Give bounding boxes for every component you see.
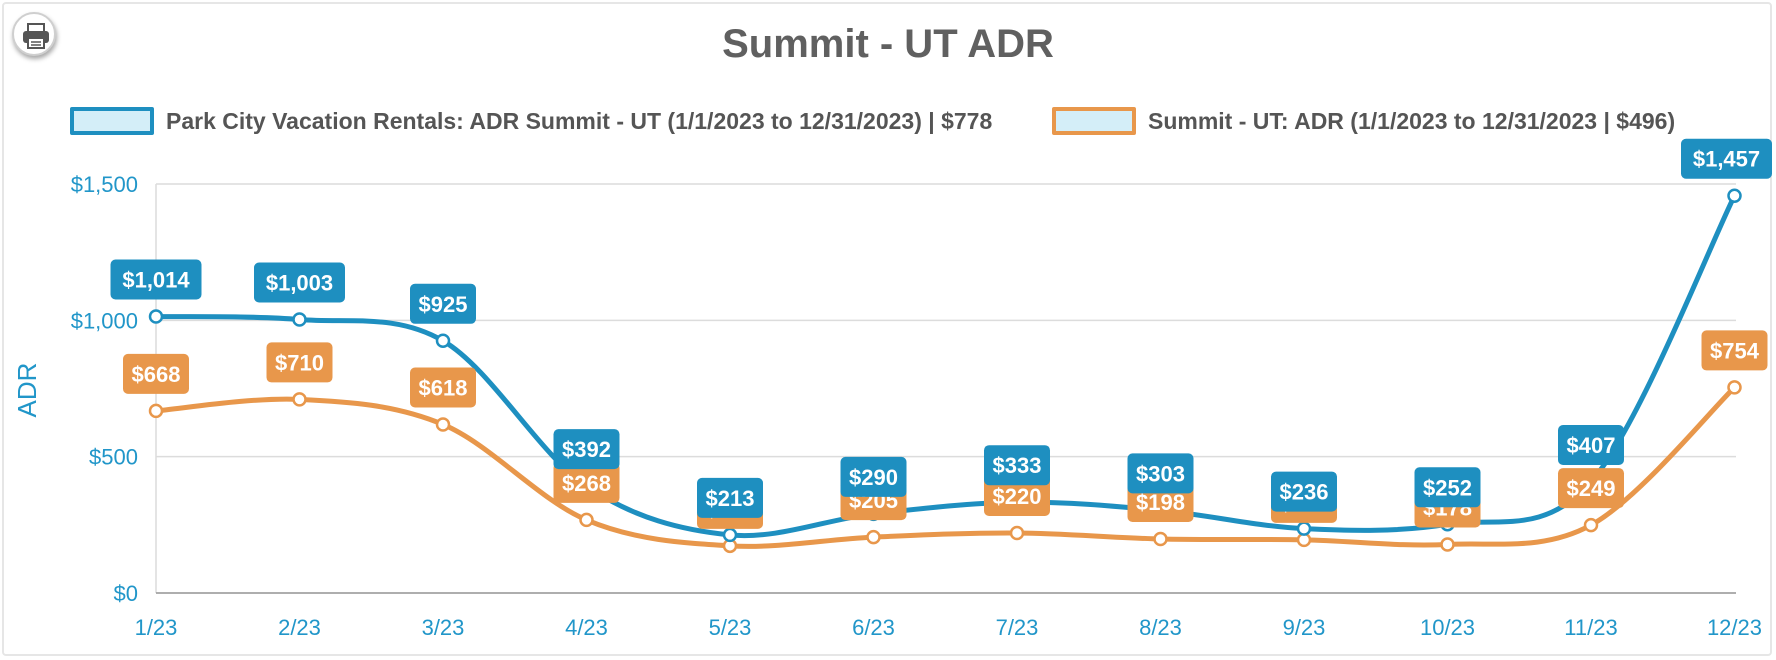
data-label-pcvr: $1,003 (266, 271, 333, 296)
data-label-box-pcvr (1681, 138, 1772, 179)
data-label-pcvr: $303 (1136, 461, 1185, 486)
data-point-pcvr[interactable] (435, 333, 451, 349)
x-tick-label: 8/23 (1139, 615, 1182, 640)
data-label-pcvr: $1,457 (1693, 147, 1760, 172)
legend-label-summit: Summit - UT: ADR (1/1/2023 to 12/31/2023… (1148, 108, 1676, 134)
data-label-box-pcvr (1127, 453, 1194, 494)
y-tick-label: $1,500 (71, 172, 138, 197)
data-label-pcvr: $392 (562, 437, 611, 462)
y-tick-label: $0 (114, 581, 138, 606)
data-label-pcvr: $925 (419, 292, 468, 317)
data-label-pcvr: $407 (1567, 433, 1616, 458)
data-point-summit[interactable] (1583, 517, 1599, 533)
data-point-summit[interactable] (1727, 380, 1742, 395)
data-point-summit[interactable] (579, 512, 594, 528)
data-label-summit: $668 (132, 362, 181, 387)
data-label-box-summit (984, 476, 1050, 517)
chart-title: Summit - UT ADR (722, 22, 1054, 66)
data-label-pcvr: $236 (1280, 480, 1329, 505)
x-tick-label: 7/23 (996, 615, 1039, 640)
data-label-box-summit (266, 342, 333, 383)
data-label-box-summit (1701, 330, 1768, 371)
data-label-pcvr: $252 (1423, 475, 1472, 500)
data-point-summit[interactable] (1009, 525, 1025, 541)
x-tick-label: 11/23 (1564, 615, 1617, 640)
y-axis-title: ADR (12, 363, 42, 418)
x-tick-label: 12/23 (1707, 615, 1762, 640)
data-label-summit: $198 (1136, 490, 1185, 515)
data-label-box-pcvr (553, 429, 620, 470)
data-point-pcvr[interactable] (1727, 188, 1742, 203)
data-label-summit: $249 (1567, 476, 1616, 501)
data-label-box-pcvr (1271, 471, 1337, 512)
data-point-pcvr[interactable] (292, 312, 307, 327)
data-label-summit: $618 (419, 375, 468, 400)
y-tick-label: $500 (89, 445, 138, 470)
data-label-pcvr: $213 (706, 486, 755, 511)
x-tick-label: 9/23 (1283, 615, 1326, 640)
data-point-summit[interactable] (292, 392, 307, 407)
data-label-pcvr: $333 (993, 453, 1042, 478)
data-point-pcvr[interactable] (148, 309, 164, 324)
data-label-pcvr: $1,014 (122, 268, 190, 293)
data-label-box-pcvr (984, 445, 1050, 486)
data-label-box-summit (123, 353, 189, 394)
series-line-pcvr (155, 194, 1737, 539)
data-point-summit[interactable] (435, 417, 451, 432)
series-line-summit (155, 385, 1737, 549)
data-label-summit: $268 (562, 471, 611, 496)
x-tick-label: 5/23 (709, 615, 752, 640)
x-tick-label: 4/23 (565, 615, 608, 640)
data-label-box-pcvr (1414, 467, 1481, 508)
print-button[interactable] (12, 12, 56, 56)
legend-swatch-summit (1052, 107, 1136, 135)
x-tick-label: 6/23 (852, 615, 895, 640)
y-tick-label: $1,000 (71, 308, 138, 333)
data-label-box-pcvr (254, 262, 345, 303)
data-point-summit[interactable] (1440, 537, 1455, 552)
data-label-box-summit (410, 367, 476, 408)
data-label-box-pcvr (697, 477, 763, 518)
data-label-box-summit (553, 462, 620, 503)
legend-swatch-pcvr (70, 107, 154, 135)
x-tick-label: 2/23 (278, 615, 321, 640)
printer-icon (23, 23, 49, 49)
data-point-pcvr[interactable] (722, 527, 738, 543)
data-label-box-pcvr (1558, 425, 1624, 466)
data-label-box-pcvr (410, 283, 476, 324)
legend-label-pcvr: Park City Vacation Rentals: ADR Summit -… (166, 108, 993, 134)
data-point-summit[interactable] (866, 529, 881, 545)
data-label-summit: $220 (993, 484, 1042, 509)
data-label-summit: $710 (275, 350, 324, 375)
data-label-pcvr: $290 (849, 465, 898, 490)
x-tick-label: 3/23 (422, 615, 465, 640)
data-label-summit: $754 (1710, 338, 1760, 363)
data-point-summit[interactable] (148, 403, 164, 419)
x-tick-label: 1/23 (135, 615, 178, 640)
data-point-pcvr[interactable] (1296, 521, 1312, 536)
x-tick-label: 10/23 (1420, 615, 1475, 640)
data-point-summit[interactable] (1153, 531, 1168, 547)
data-label-box-summit (1558, 468, 1624, 509)
data-label-box-pcvr (110, 259, 202, 300)
data-label-box-pcvr (840, 456, 907, 497)
